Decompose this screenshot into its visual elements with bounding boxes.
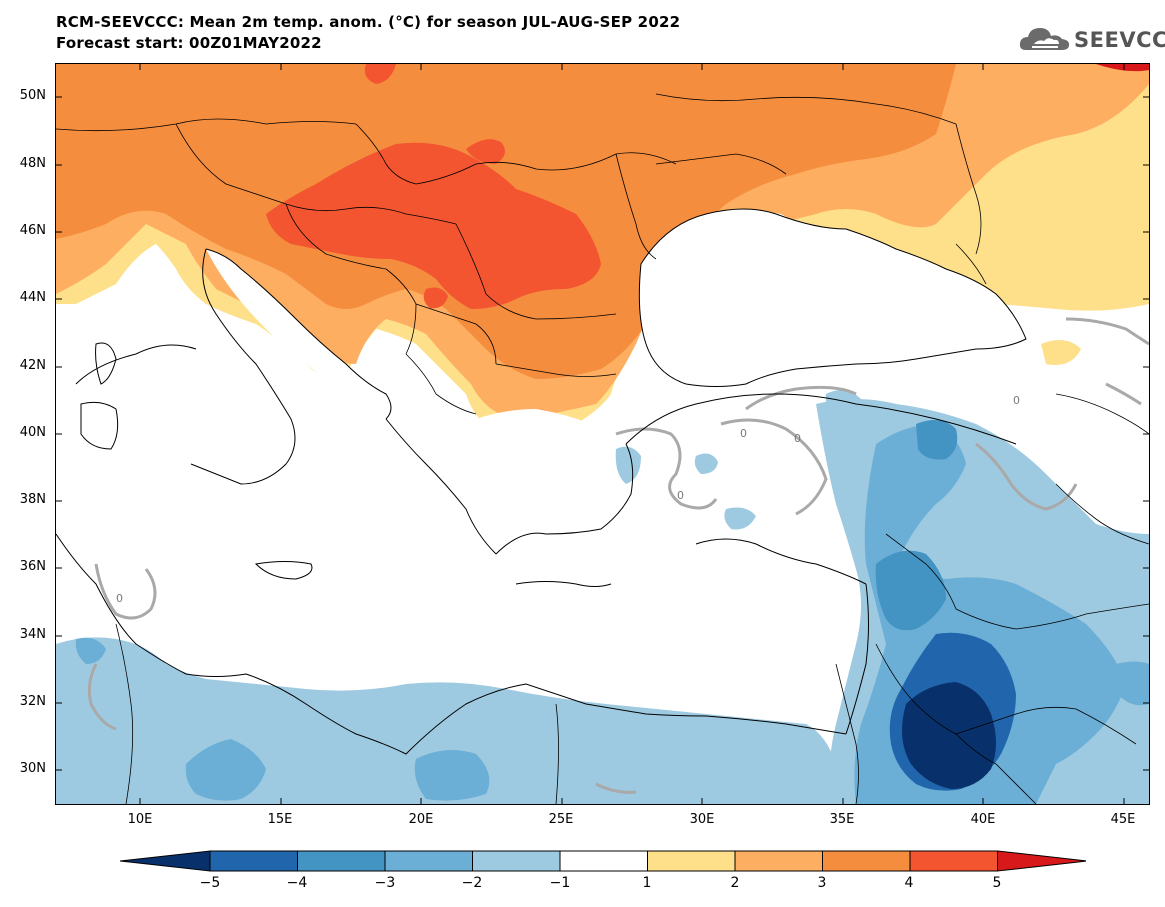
colorbar-segment xyxy=(209,850,298,872)
anomaly-patch-neg1-neg2 xyxy=(615,446,641,484)
anomaly-patch-neg1-neg2 xyxy=(825,390,861,414)
anomaly-patch-1-2 xyxy=(1041,340,1081,365)
contour-label: 0 xyxy=(794,432,801,445)
lon-label: 35E xyxy=(829,812,855,827)
lat-label: 40N xyxy=(19,425,46,440)
anomaly-band-neg2-neg3 xyxy=(75,637,106,664)
lat-label: 44N xyxy=(19,290,46,305)
colorbar-label: 4 xyxy=(904,875,914,891)
colorbar xyxy=(120,850,1086,872)
lat-label: 50N xyxy=(19,88,46,103)
map-panel: 0 0 0 0 0 xyxy=(55,63,1150,805)
anomaly-band-4-5 xyxy=(423,287,448,309)
anomaly-band-neg4-neg5 xyxy=(902,682,996,789)
colorbar-segment xyxy=(734,850,823,872)
colorbar-segment xyxy=(472,850,561,872)
lat-label: 36N xyxy=(19,559,46,574)
lat-label: 42N xyxy=(19,358,46,373)
colorbar-label: 2 xyxy=(730,875,740,891)
colorbar-label: 5 xyxy=(992,875,1002,891)
contour-label: 0 xyxy=(1013,394,1020,407)
contour-label: 0 xyxy=(116,592,123,605)
forecast-start-label: Forecast start: 00Z01MAY2022 xyxy=(56,34,322,52)
anomaly-band-neg2-neg3 xyxy=(185,739,266,801)
tyrrhenian-sea xyxy=(76,345,286,479)
lat-label: 38N xyxy=(19,492,46,507)
anomaly-band-neg3-neg4 xyxy=(916,420,958,460)
anomaly-band-neg2-neg3 xyxy=(414,750,490,801)
colorbar-min-arrow xyxy=(120,850,211,872)
lon-label: 25E xyxy=(548,812,574,827)
lat-label: 30N xyxy=(19,761,46,776)
lon-label: 15E xyxy=(267,812,293,827)
lon-label: 45E xyxy=(1110,812,1136,827)
frame-ticks xyxy=(56,64,1149,804)
lat-label: 48N xyxy=(19,156,46,171)
colorbar-segment xyxy=(909,850,998,872)
colorbar-segment xyxy=(559,850,648,872)
colorbar-label: −4 xyxy=(286,875,308,891)
map-title: RCM-SEEVCCC: Mean 2m temp. anom. (°C) fo… xyxy=(56,13,681,31)
colorbar-label: −2 xyxy=(461,875,483,891)
lon-label: 40E xyxy=(970,812,996,827)
contour-label: 0 xyxy=(677,489,684,502)
colorbar-label: 1 xyxy=(642,875,652,891)
anomaly-band-neg3-neg4 xyxy=(875,550,946,631)
azov-sea xyxy=(746,212,797,242)
cloud-logo-icon xyxy=(1019,28,1070,50)
anomaly-band-4-5 xyxy=(364,64,396,84)
colorbar-label: −5 xyxy=(199,875,221,891)
lat-label: 34N xyxy=(19,627,46,642)
anomaly-band-4-5 xyxy=(266,142,601,309)
colorbar-segment xyxy=(384,850,473,872)
black-sea xyxy=(639,209,1026,387)
country-borders xyxy=(56,93,1149,804)
colorbar-segment xyxy=(297,850,386,872)
anomaly-patch-neg1-neg2 xyxy=(694,453,718,474)
colorbar-max-arrow xyxy=(997,850,1086,872)
anomaly-band-neg2-neg3 xyxy=(1116,661,1149,706)
anomaly-band-4-5 xyxy=(466,139,505,164)
logo-text: SEEVCCC xyxy=(1074,28,1165,52)
colorbar-label: 3 xyxy=(817,875,827,891)
anomaly-patch-neg1-neg2 xyxy=(724,507,756,530)
colorbar-label: −1 xyxy=(549,875,571,891)
colorbar-label: −3 xyxy=(374,875,396,891)
lon-label: 30E xyxy=(689,812,715,827)
anomaly-map: 0 0 0 0 0 xyxy=(56,64,1149,804)
colorbar-segment xyxy=(647,850,736,872)
lat-label: 46N xyxy=(19,223,46,238)
colorbar-segment xyxy=(822,850,911,872)
seevccc-logo: SEEVCCC xyxy=(1018,22,1165,56)
coastlines xyxy=(56,208,1027,755)
lon-label: 20E xyxy=(408,812,434,827)
aegean-sea xyxy=(476,409,628,536)
anomaly-band-4-5 xyxy=(1096,64,1149,72)
adriatic-sea xyxy=(206,249,391,419)
lon-label: 10E xyxy=(127,812,153,827)
contour-label: 0 xyxy=(740,427,747,440)
zero-contours xyxy=(87,317,1149,794)
lat-label: 32N xyxy=(19,694,46,709)
